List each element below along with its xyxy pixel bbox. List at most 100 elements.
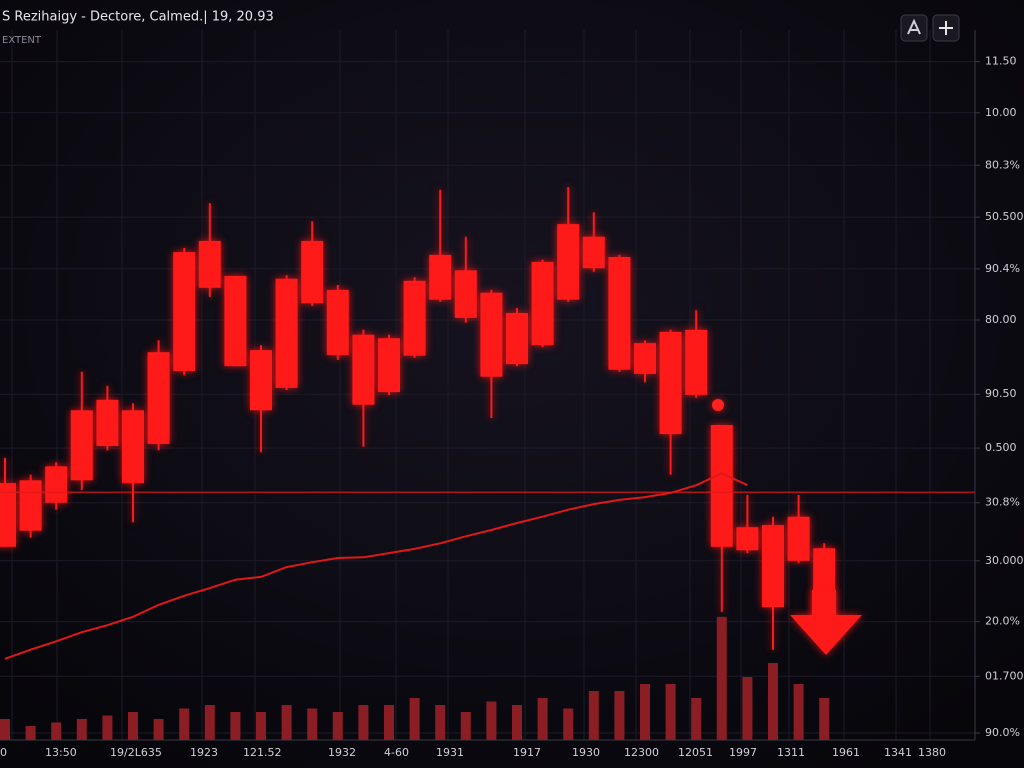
line-layer	[0, 472, 975, 660]
volume-bar	[281, 705, 292, 740]
y-tick-label: 30.000	[985, 554, 1024, 567]
volume-layer	[0, 616, 830, 740]
volume-bar	[384, 705, 394, 740]
candle-body	[429, 254, 452, 300]
volume-bar	[588, 691, 599, 740]
volume-bar	[460, 712, 471, 740]
y-tick-label: 90.0%	[985, 726, 1020, 739]
candle-body	[736, 527, 759, 551]
volume-bar	[332, 712, 343, 740]
volume-bar	[512, 705, 522, 740]
candle-layer	[0, 187, 836, 650]
candle-body	[480, 292, 503, 377]
candle-body	[96, 399, 119, 446]
x-tick-label: 1380	[918, 746, 946, 759]
button-bg[interactable]	[900, 14, 928, 42]
volume-bar	[153, 719, 164, 740]
volume-bar	[742, 677, 753, 740]
x-tick-label: 1923	[190, 746, 218, 759]
down-arrow	[790, 590, 862, 655]
toolbar-button[interactable]	[900, 14, 928, 42]
candle-body	[173, 252, 196, 372]
volume-bar	[307, 708, 318, 740]
chart-title: S Rezihaigy - Dectore, Calmed.| 19, 20.9…	[2, 10, 274, 25]
volume-bar	[51, 722, 62, 740]
candle-body	[378, 338, 400, 393]
x-tick-label: 12051	[678, 746, 713, 759]
x-tick-label: 0	[0, 746, 7, 759]
y-tick-label: 11.50	[985, 55, 1017, 68]
volume-bar	[256, 712, 266, 740]
volume-bar	[76, 719, 87, 740]
candle-body	[531, 261, 554, 346]
add-button[interactable]	[932, 14, 960, 42]
candle-body	[45, 466, 68, 503]
candle-body	[198, 240, 221, 288]
volume-bar	[230, 712, 241, 740]
chart-subtitle: EXTENT	[2, 35, 42, 46]
volume-bar	[716, 616, 727, 740]
candle-body	[787, 516, 810, 561]
volume-bar	[0, 719, 10, 740]
volume-bar	[486, 701, 497, 740]
volume-bar	[204, 705, 215, 740]
volume-bar	[537, 698, 548, 740]
candle-body	[275, 278, 298, 388]
candle-body	[454, 270, 477, 318]
volume-bar	[614, 691, 625, 740]
candle-body	[557, 224, 580, 300]
x-tick-label: 1961	[832, 746, 860, 759]
candle-body	[122, 410, 144, 484]
volume-bar	[665, 684, 676, 740]
candle-body	[403, 280, 426, 356]
candle-body	[0, 483, 16, 547]
y-tick-label: 20.0%	[985, 615, 1020, 628]
candle-body	[762, 525, 784, 607]
volume-bar	[768, 663, 778, 740]
volume-bar	[640, 684, 650, 740]
candle-body	[608, 257, 631, 370]
labels: 11.50 10.00 80.3% 50.500 90.4% 80.00 90.50 0.50…	[0, 55, 1024, 759]
volume-bar	[819, 698, 830, 740]
candle-body	[250, 350, 272, 411]
y-tick-label: 30.8%	[985, 496, 1020, 509]
candle-body	[19, 480, 42, 531]
x-tick-label: 1341	[884, 746, 912, 759]
candle-body	[147, 352, 170, 444]
volume-bar	[409, 698, 420, 740]
icon	[939, 21, 953, 35]
volume-bar	[25, 726, 36, 740]
candle-body	[659, 331, 682, 435]
volume-bar	[691, 698, 702, 740]
candle-body	[301, 240, 324, 304]
y-tick-label: 80.3%	[985, 158, 1020, 171]
icon	[907, 18, 921, 35]
volume-bar	[179, 708, 190, 740]
x-tick-label: 1932	[328, 746, 356, 759]
candle-body	[352, 334, 375, 405]
volume-bar	[793, 684, 804, 740]
signal-dot	[712, 399, 724, 411]
volume-bar	[102, 715, 113, 740]
x-tick-label: 121.52	[243, 746, 282, 759]
moving-average-line	[4, 472, 748, 660]
x-tick-label: 1997	[729, 746, 757, 759]
candle-body	[506, 313, 528, 365]
y-tick-label: 01.700	[985, 669, 1024, 682]
candle-body	[634, 343, 656, 374]
volume-bar	[563, 708, 574, 740]
volume-bar	[358, 705, 369, 740]
x-tick-label: 1930	[572, 746, 600, 759]
candle-body	[70, 410, 93, 481]
x-tick-label: 13:50	[45, 746, 77, 759]
x-tick-label: 12300	[624, 746, 659, 759]
y-tick-label: 90.50	[985, 387, 1017, 400]
y-tick-label: 90.4%	[985, 262, 1020, 275]
candle-body	[582, 236, 605, 269]
y-tick-label: 50.500	[985, 210, 1024, 223]
volume-bar	[435, 705, 446, 740]
candle-body	[224, 275, 247, 367]
x-tick-label: 19/2L635	[110, 746, 162, 759]
